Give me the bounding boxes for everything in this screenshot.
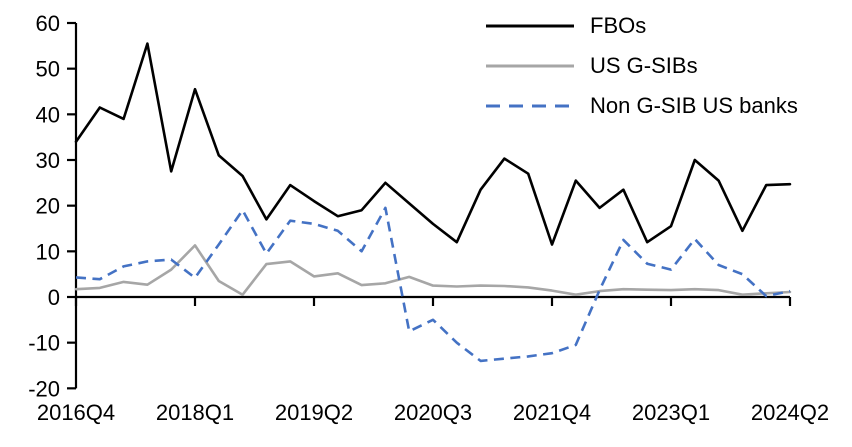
y-tick-label: 60 [36, 11, 60, 36]
legend-swatch-solid-gray-line [486, 64, 574, 68]
y-tick-label: 50 [36, 57, 60, 82]
x-tick-label: 2023Q1 [632, 400, 710, 425]
x-tick-label: 2019Q2 [275, 400, 353, 425]
y-tick-label: 20 [36, 194, 60, 219]
x-tick-label: 2018Q1 [156, 400, 234, 425]
legend: FBOs US G-SIBs Non G-SIB US banks [484, 6, 798, 126]
legend-label: Non G-SIB US banks [590, 93, 798, 118]
series-line-non-g-sib-us-banks [75, 206, 791, 363]
legend-swatch-dashed-blue-line [486, 104, 574, 108]
y-tick-label: -10 [28, 331, 60, 356]
series-line-fbos [74, 42, 792, 246]
y-tick-label: 0 [48, 285, 60, 310]
legend-label: FBOs [590, 13, 647, 38]
x-tick-label: 2020Q3 [394, 400, 472, 425]
y-tick-label: 40 [36, 102, 60, 127]
legend-item-us-gsibs: US G-SIBs [484, 46, 798, 86]
y-tick-label: -20 [28, 376, 60, 401]
legend-swatch-solid-black-line [486, 24, 574, 28]
x-tick-label: 2024Q2 [751, 400, 829, 425]
series-line-us-g-sibs [74, 244, 792, 297]
x-tick-label: 2021Q4 [513, 400, 591, 425]
legend-item-non-gsib-us-banks: Non G-SIB US banks [484, 86, 798, 126]
legend-label: US G-SIBs [590, 53, 698, 78]
y-tick-label: 10 [36, 239, 60, 264]
legend-item-fbos: FBOs [484, 6, 798, 46]
x-tick-label: 2016Q4 [37, 400, 115, 425]
y-tick-label: 30 [36, 148, 60, 173]
